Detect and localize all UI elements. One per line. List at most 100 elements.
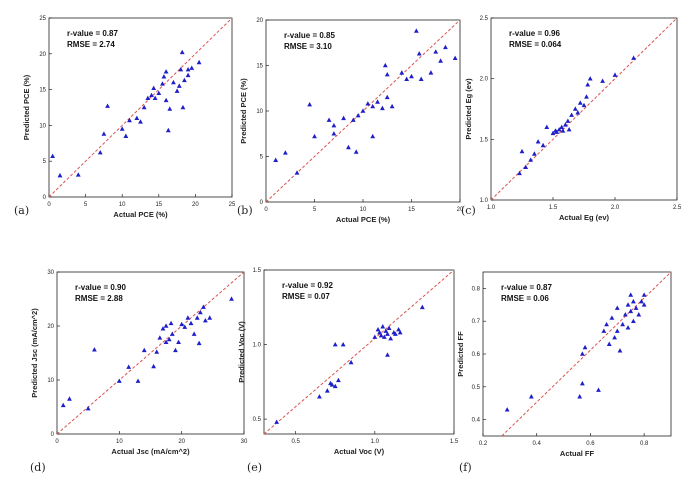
x-tick-label: 20 [178, 439, 185, 445]
data-point [179, 321, 185, 327]
data-point [163, 323, 169, 328]
data-point [167, 106, 173, 111]
data-point [380, 324, 386, 329]
data-point [85, 406, 91, 411]
y-tick-label: 15 [256, 64, 263, 70]
x-tick-label: 0.8 [640, 441, 649, 447]
data-point [535, 139, 541, 144]
data-point [554, 129, 560, 134]
data-point [382, 62, 388, 68]
data-point [332, 341, 338, 347]
data-point [312, 133, 317, 139]
data-point [378, 333, 384, 338]
rmse-annotation: RMSE = 0.07 [282, 292, 330, 301]
x-axis-title: Actual PCE (%) [336, 215, 391, 224]
data-point [572, 106, 578, 111]
data-point [176, 339, 181, 344]
data-point [628, 308, 634, 314]
x-tick-label: 2.0 [611, 205, 620, 211]
data-point [174, 88, 180, 93]
x-tick-label: 30 [241, 439, 248, 445]
data-point [559, 124, 565, 129]
chart-panel-4: 0 10 20 30 0 10 20 30 r-value = 0.90 RMSE = 2.88 A… [30, 270, 248, 474]
data-point [185, 66, 191, 72]
x-tick-label: 5 [313, 207, 317, 213]
data-point [329, 382, 335, 387]
data-point [641, 302, 647, 307]
data-point [50, 153, 56, 158]
data-point [550, 130, 556, 136]
y-tick-label: 2.0 [480, 77, 489, 83]
data-point [433, 49, 439, 54]
data-point [185, 72, 191, 78]
data-point [135, 378, 141, 383]
rmse-annotation: RMSE = 0.064 [509, 40, 562, 49]
x-tick-label: 0 [55, 439, 59, 445]
data-point [370, 103, 376, 109]
y-tick-label: 1.0 [253, 343, 262, 349]
r-value-annotation: r-value = 0.87 [501, 283, 552, 292]
x-tick-label: 0 [264, 207, 268, 213]
y-tick-label: 20 [39, 52, 46, 58]
data-point [336, 377, 341, 383]
data-point [377, 330, 382, 335]
data-point [584, 94, 589, 99]
data-point [126, 364, 132, 369]
data-point [156, 90, 162, 95]
y-tick-label: 1.5 [480, 137, 489, 143]
panel-label: (a) [14, 204, 29, 217]
data-point [273, 157, 279, 162]
data-point [138, 119, 143, 124]
data-point [324, 388, 330, 393]
data-point [207, 315, 213, 320]
data-point [596, 387, 601, 392]
data-point [381, 334, 387, 339]
data-point [404, 76, 410, 81]
data-point [165, 127, 171, 133]
data-point [532, 151, 537, 156]
y-axis-title: Predicted PCE (%) [22, 74, 31, 140]
data-point [452, 55, 458, 61]
x-tick-label: 10 [360, 207, 367, 213]
x-tick-label: 0.2 [479, 441, 488, 447]
data-point [579, 380, 585, 386]
data-point [612, 335, 617, 340]
y-axis-title: Predicted FF [456, 331, 465, 377]
data-point [388, 335, 394, 341]
r-value-annotation: r-value = 0.92 [282, 281, 333, 290]
panel-label: (e) [247, 461, 262, 474]
data-point [631, 55, 636, 60]
data-point [523, 164, 529, 170]
data-point [294, 170, 300, 175]
data-point [57, 172, 63, 178]
data-point [119, 126, 125, 131]
data-point [614, 328, 620, 333]
y-tick-label: 0 [260, 200, 264, 206]
y-tick-label: 0.7 [472, 319, 481, 325]
data-point [386, 325, 392, 330]
data-point [191, 331, 197, 336]
data-point [274, 419, 280, 424]
data-point [173, 347, 178, 353]
data-point [157, 335, 163, 340]
x-tick-label: 5 [84, 202, 88, 208]
y-tick-label: 0.8 [472, 286, 481, 292]
data-point [620, 321, 626, 327]
data-point [380, 105, 385, 111]
data-point [565, 118, 571, 123]
x-tick-label: 2.5 [673, 205, 682, 211]
data-point [105, 103, 110, 108]
data-point [428, 70, 434, 75]
chart-panel-2: 0 5 10 15 20 0 5 10 15 20 r-value = 0.85 RMSE = 3.1… [237, 18, 464, 224]
data-point [517, 170, 522, 176]
data-point [189, 65, 195, 70]
data-point [383, 328, 389, 333]
y-axis-title: Predicted Eg (ev) [464, 78, 473, 140]
data-point [544, 124, 550, 129]
data-point [631, 318, 636, 323]
data-point [540, 142, 546, 148]
data-point [585, 82, 591, 87]
data-point [504, 407, 510, 412]
data-point [606, 341, 612, 346]
data-point [348, 359, 354, 365]
